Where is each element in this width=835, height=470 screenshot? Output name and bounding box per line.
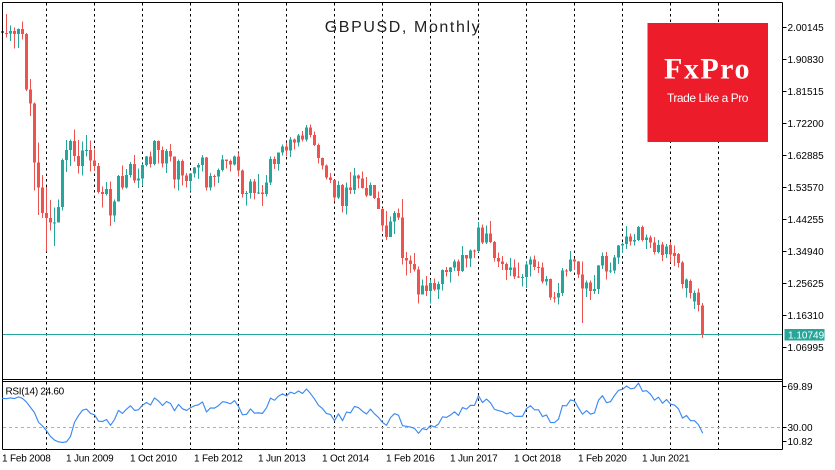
svg-text:1.62885: 1.62885 [788,151,825,162]
svg-text:1 Oct 2018: 1 Oct 2018 [514,454,562,465]
svg-text:1.72200: 1.72200 [788,119,825,130]
svg-text:1 Jun 2013: 1 Jun 2013 [258,454,306,465]
svg-text:30.00: 30.00 [788,423,813,434]
svg-text:1.44255: 1.44255 [788,215,825,226]
svg-text:1.10749: 1.10749 [788,331,825,342]
svg-text:1.25625: 1.25625 [788,279,825,290]
svg-text:RSI(14) 24.60: RSI(14) 24.60 [6,387,65,398]
svg-text:69.89: 69.89 [788,382,813,393]
svg-text:GBPUSD, Monthly: GBPUSD, Monthly [325,19,481,36]
svg-text:1 Jun 2017: 1 Jun 2017 [450,454,498,465]
svg-text:2.00145: 2.00145 [788,23,825,34]
svg-text:1.81515: 1.81515 [788,87,825,98]
svg-text:1.53570: 1.53570 [788,183,825,194]
svg-text:1.16310: 1.16310 [788,311,825,322]
svg-text:1 Feb 2020: 1 Feb 2020 [578,454,627,465]
svg-text:1 Feb 2008: 1 Feb 2008 [2,454,51,465]
svg-text:1.34940: 1.34940 [788,247,825,258]
svg-text:Trade Like a Pro: Trade Like a Pro [667,91,749,105]
svg-text:1 Jun 2021: 1 Jun 2021 [642,454,690,465]
svg-text:FxPro: FxPro [664,53,751,86]
svg-text:10.82: 10.82 [788,437,813,448]
svg-text:1 Jun 2009: 1 Jun 2009 [66,454,114,465]
svg-text:1 Feb 2016: 1 Feb 2016 [386,454,435,465]
svg-text:1 Feb 2012: 1 Feb 2012 [194,454,243,465]
svg-text:1 Oct 2010: 1 Oct 2010 [130,454,178,465]
svg-text:1 Oct 2014: 1 Oct 2014 [322,454,370,465]
svg-text:1.90830: 1.90830 [788,55,825,66]
svg-text:1.06995: 1.06995 [788,343,825,354]
